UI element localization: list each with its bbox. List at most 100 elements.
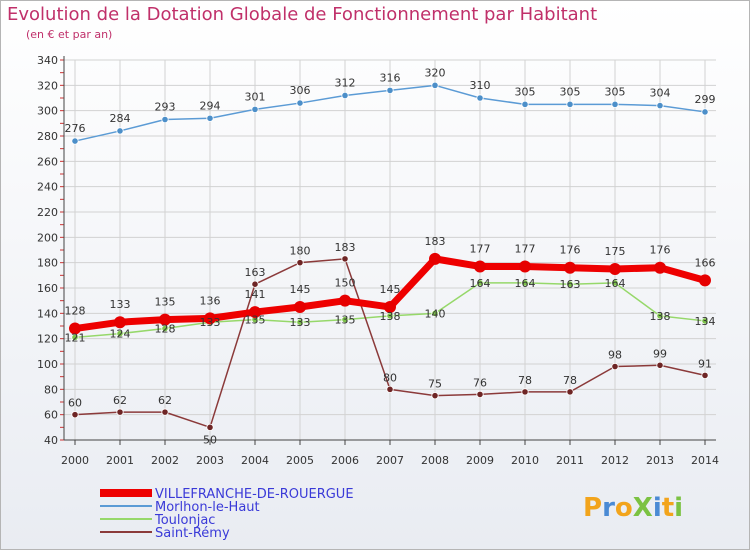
data-point-toulonjac <box>521 279 529 287</box>
data-point-saint-remy <box>206 423 214 431</box>
y-tick-label: 200 <box>37 231 58 244</box>
data-point-saint-remy <box>476 390 484 398</box>
data-point-morlhon-le-haut <box>161 115 169 124</box>
data-label-saint-remy: 80 <box>383 371 397 384</box>
data-label-morlhon-le-haut: 293 <box>155 101 176 114</box>
data-point-morlhon-le-haut <box>611 100 619 108</box>
y-tick-label: 180 <box>37 257 58 270</box>
x-tick-label: 2001 <box>106 454 134 467</box>
data-point-saint-remy <box>431 392 439 400</box>
data-label-villefranche-de-rouergue: 145 <box>380 283 401 296</box>
y-tick-label: 260 <box>37 155 58 168</box>
data-point-villefranche-de-rouergue <box>474 260 486 273</box>
data-label-saint-remy: 60 <box>68 397 82 410</box>
data-label-villefranche-de-rouergue: 136 <box>200 294 221 307</box>
data-point-toulonjac <box>296 318 304 326</box>
data-point-saint-remy <box>161 408 169 416</box>
data-point-villefranche-de-rouergue <box>519 260 531 273</box>
y-tick-label: 280 <box>37 130 58 143</box>
data-point-villefranche-de-rouergue <box>654 261 666 274</box>
x-tick-label: 2002 <box>151 454 179 467</box>
data-label-villefranche-de-rouergue: 177 <box>515 242 536 255</box>
data-label-morlhon-le-haut: 316 <box>380 71 401 84</box>
data-label-toulonjac: 135 <box>335 314 356 327</box>
data-point-morlhon-le-haut <box>386 86 394 95</box>
x-tick-label: 2006 <box>331 454 359 467</box>
chart-subtitle: (en € et par an) <box>26 28 113 41</box>
data-label-villefranche-de-rouergue: 176 <box>650 244 671 257</box>
data-point-toulonjac <box>656 312 664 320</box>
data-point-morlhon-le-haut <box>251 105 259 114</box>
series-morlhon-le-haut <box>71 81 709 145</box>
data-point-villefranche-de-rouergue <box>429 252 441 265</box>
data-label-toulonjac: 164 <box>470 277 491 290</box>
data-label-toulonjac: 140 <box>425 307 446 320</box>
data-label-saint-remy: 99 <box>653 347 667 360</box>
data-point-saint-remy <box>251 280 259 288</box>
data-point-toulonjac <box>431 309 439 317</box>
data-label-saint-remy: 76 <box>473 376 487 389</box>
x-tick-label: 2009 <box>466 454 494 467</box>
chart-title: Evolution de la Dotation Globale de Fonc… <box>7 4 598 25</box>
data-point-morlhon-le-haut <box>476 94 484 102</box>
data-label-saint-remy: 78 <box>563 374 577 387</box>
y-tick-label: 140 <box>37 307 58 320</box>
data-point-toulonjac <box>476 279 484 287</box>
data-point-toulonjac <box>701 317 709 325</box>
data-point-morlhon-le-haut <box>566 100 574 108</box>
x-tick-label: 2008 <box>421 454 449 467</box>
logo-letter: t <box>662 493 674 523</box>
data-point-villefranche-de-rouergue <box>699 274 711 287</box>
data-point-saint-remy <box>701 371 709 379</box>
y-tick-label: 120 <box>37 333 58 346</box>
data-label-saint-remy: 50 <box>203 433 217 446</box>
grid <box>64 59 716 441</box>
data-label-morlhon-le-haut: 304 <box>650 87 671 100</box>
data-label-morlhon-le-haut: 310 <box>470 79 491 92</box>
data-point-villefranche-de-rouergue <box>204 312 216 325</box>
x-tick-label: 2007 <box>376 454 404 467</box>
y-tick-label: 300 <box>37 105 58 118</box>
data-label-saint-remy: 163 <box>245 266 266 279</box>
data-label-morlhon-le-haut: 301 <box>245 90 266 103</box>
data-point-saint-remy <box>386 385 394 393</box>
data-point-saint-remy <box>296 259 304 267</box>
data-point-villefranche-de-rouergue <box>249 306 261 319</box>
data-point-villefranche-de-rouergue <box>339 294 351 307</box>
series-villefranche-de-rouergue <box>69 252 711 335</box>
y-tick-label: 220 <box>37 206 58 219</box>
data-label-saint-remy: 180 <box>290 245 311 258</box>
data-point-saint-remy <box>521 388 529 396</box>
data-label-villefranche-de-rouergue: 166 <box>695 256 716 269</box>
data-label-toulonjac: 163 <box>560 278 581 291</box>
data-point-villefranche-de-rouergue <box>564 261 576 274</box>
data-point-morlhon-le-haut <box>116 127 124 135</box>
data-label-saint-remy: 62 <box>158 394 172 407</box>
data-point-morlhon-le-haut <box>431 81 439 89</box>
data-point-saint-remy <box>71 411 79 419</box>
logo-letter: i <box>653 493 662 523</box>
series <box>69 81 711 431</box>
data-label-villefranche-de-rouergue: 141 <box>245 288 266 301</box>
data-point-saint-remy <box>116 408 124 416</box>
x-tick-label: 2005 <box>286 454 314 467</box>
y-tick-label: 340 <box>37 54 58 67</box>
data-label-toulonjac: 133 <box>290 316 311 329</box>
data-label-saint-remy: 62 <box>113 394 127 407</box>
data-point-saint-remy <box>611 362 619 371</box>
data-point-morlhon-le-haut <box>71 137 79 145</box>
data-label-villefranche-de-rouergue: 175 <box>605 245 626 258</box>
data-label-morlhon-le-haut: 299 <box>695 93 716 106</box>
data-point-villefranche-de-rouergue <box>609 263 621 275</box>
y-tick-label: 100 <box>37 358 58 371</box>
data-label-toulonjac: 121 <box>65 331 86 344</box>
data-label-toulonjac: 138 <box>650 310 671 323</box>
data-label-toulonjac: 164 <box>605 277 626 290</box>
data-label-morlhon-le-haut: 312 <box>335 76 356 89</box>
logo-letter: r <box>602 493 615 523</box>
x-tick-label: 2010 <box>511 454 539 467</box>
data-point-morlhon-le-haut <box>701 108 709 116</box>
data-label-morlhon-le-haut: 305 <box>515 85 536 98</box>
data-label-villefranche-de-rouergue: 135 <box>155 296 176 309</box>
